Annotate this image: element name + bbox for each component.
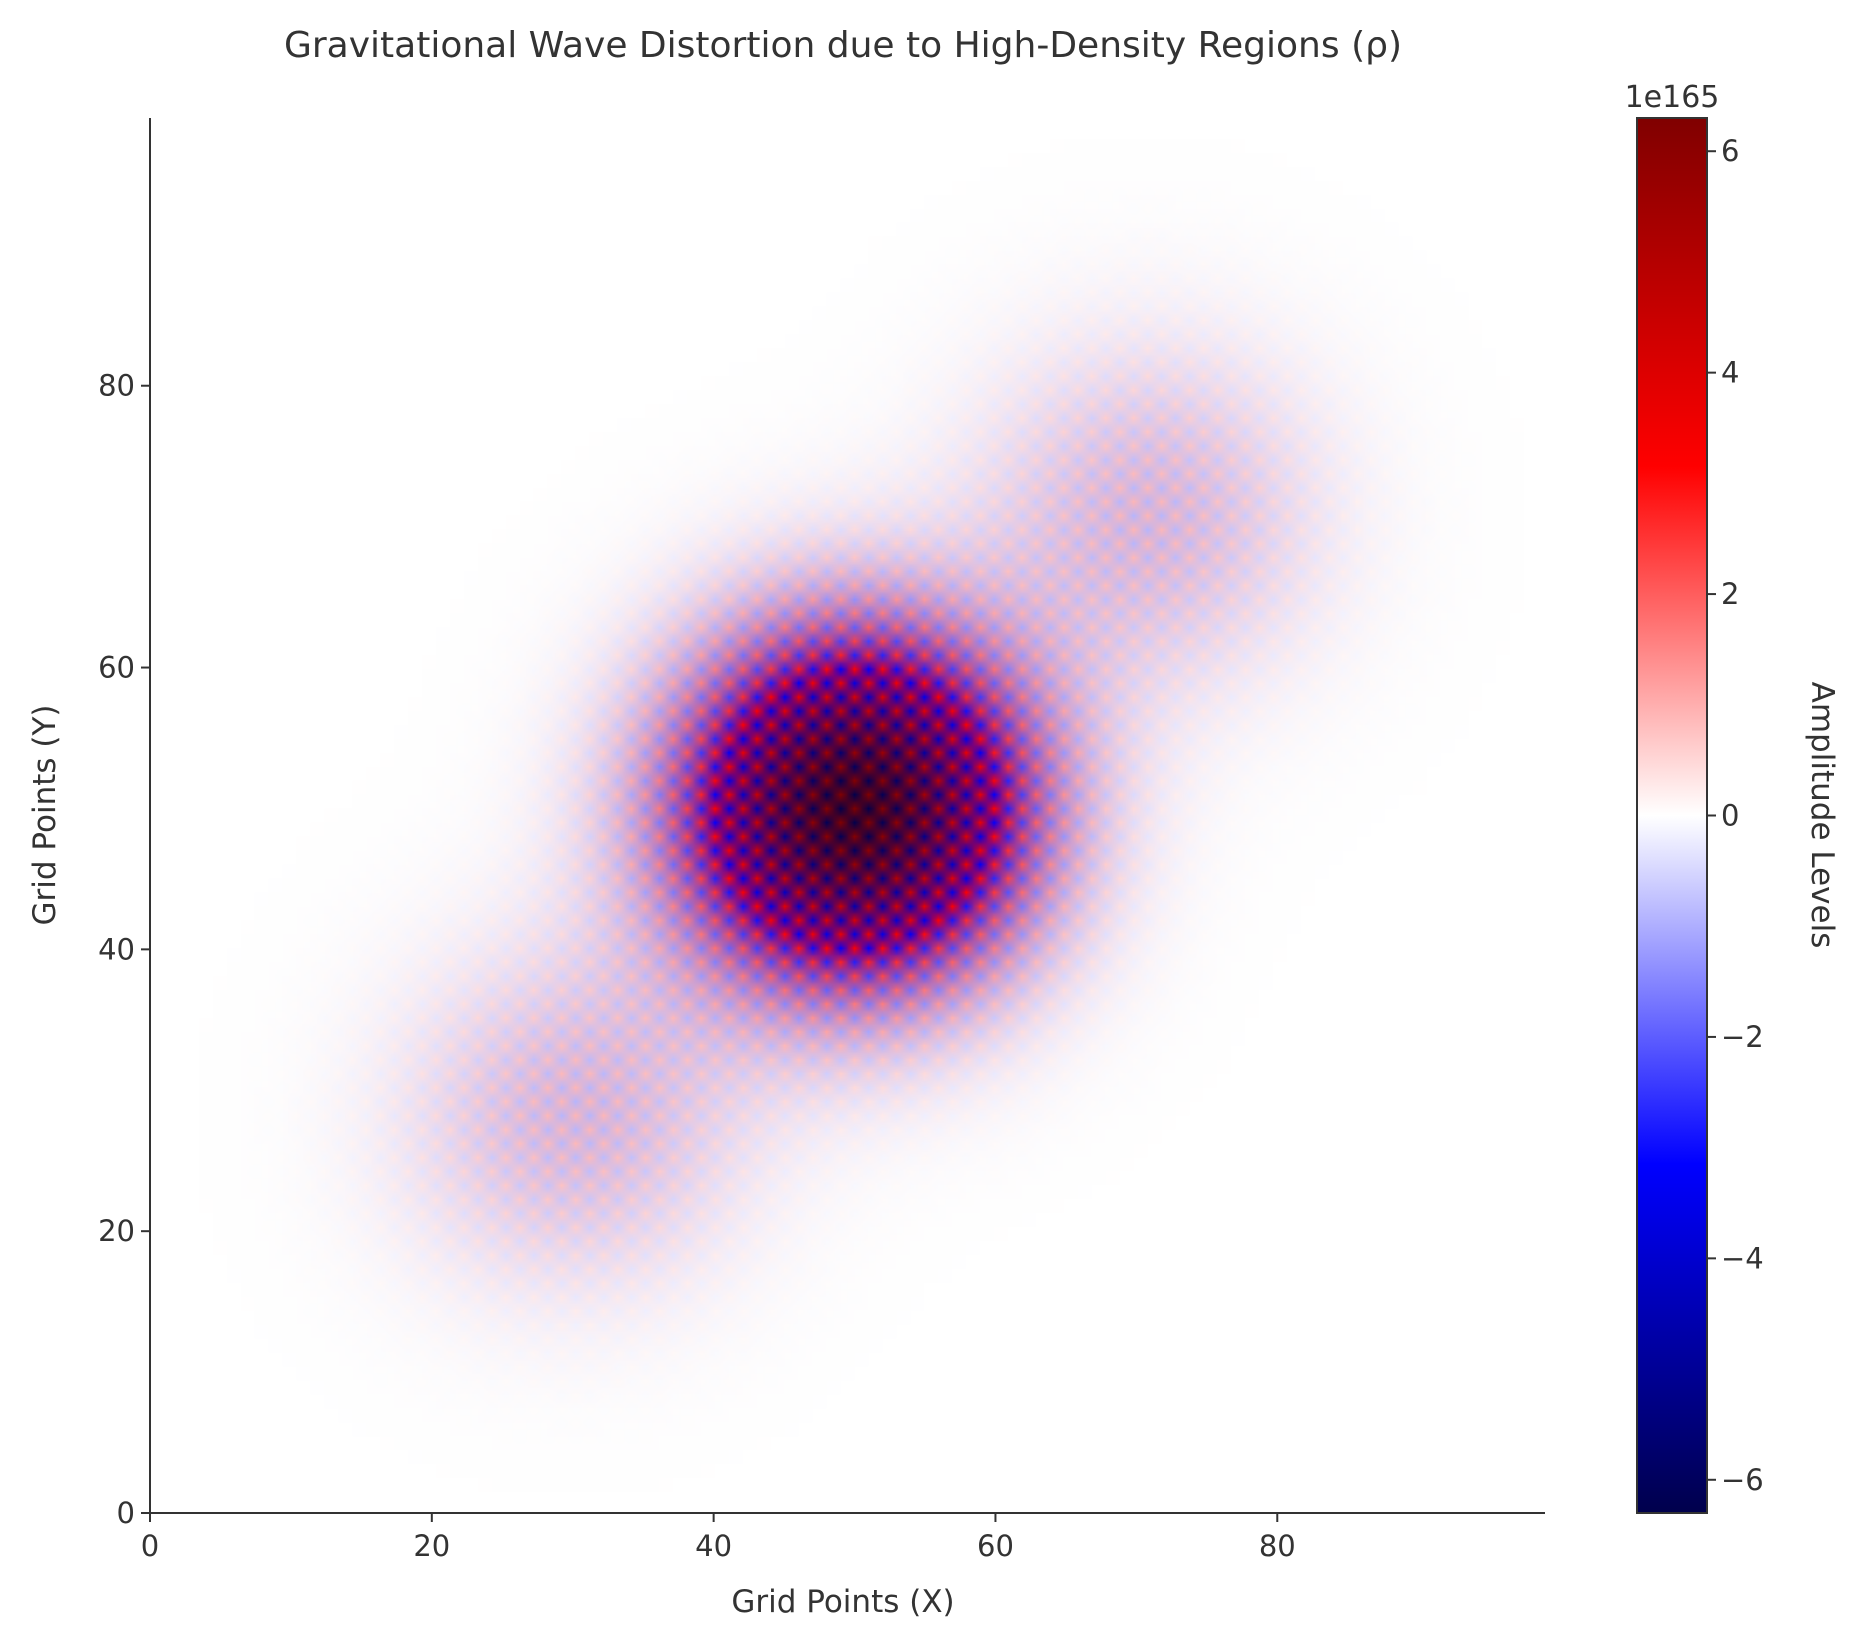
x-tick-label: 0: [141, 1529, 159, 1563]
heatmap-plot-area: [150, 118, 1545, 1513]
colorbar-gradient: [1636, 117, 1708, 1514]
y-tick-label: 20: [98, 1214, 135, 1248]
colorbar-tick-label: −4: [1721, 1241, 1764, 1275]
colorbar-tick-label: 0: [1721, 799, 1739, 833]
colorbar-ticks: −6 −4 −2 0 2 4 6: [1707, 134, 1764, 1497]
y-tick-label: 0: [117, 1496, 135, 1530]
heatmap-image: [150, 118, 1545, 1513]
x-tick-label: 40: [695, 1529, 732, 1563]
colorbar-tick-label: 2: [1721, 577, 1739, 611]
x-tick-label: 80: [1259, 1529, 1296, 1563]
colorbar: −6 −4 −2 0 2 4 6 1e165 Amplitude Levels: [1625, 80, 1840, 1514]
colorbar-tick-label: 4: [1721, 356, 1739, 390]
y-axis-label: Grid Points (Y): [27, 704, 63, 925]
x-tick-label: 60: [977, 1529, 1014, 1563]
colorbar-tick-label: 6: [1721, 134, 1739, 168]
colorbar-tick-label: −6: [1721, 1463, 1764, 1497]
colorbar-offset-text: 1e165: [1625, 80, 1720, 115]
y-tick-label: 80: [98, 369, 135, 403]
x-axis-label: Grid Points (X): [731, 1584, 954, 1620]
x-tick-label: 20: [413, 1529, 450, 1563]
y-tick-label: 60: [98, 651, 135, 685]
y-tick-label: 40: [98, 932, 135, 966]
axes: 0 20 40 60 80 0 20 40 60 80: [98, 118, 1545, 1563]
colorbar-tick-label: −2: [1721, 1020, 1764, 1054]
colorbar-label: Amplitude Levels: [1804, 682, 1840, 949]
chart-title: Gravitational Wave Distortion due to Hig…: [284, 25, 1402, 66]
